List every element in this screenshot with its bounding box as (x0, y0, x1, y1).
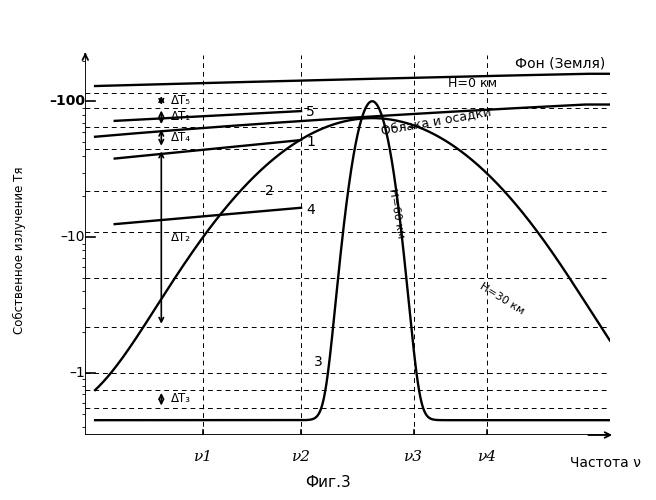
Text: ΔT₃: ΔT₃ (171, 392, 191, 405)
Text: Собственное излучение Tя: Собственное излучение Tя (12, 166, 26, 334)
Text: 2: 2 (265, 184, 274, 198)
Text: –1: –1 (70, 366, 85, 380)
Text: Фиг.3: Фиг.3 (305, 475, 351, 490)
Text: ΔT₁: ΔT₁ (171, 110, 192, 124)
Text: ν2: ν2 (291, 450, 310, 464)
Text: –100: –100 (49, 94, 85, 108)
Text: –10: –10 (61, 230, 85, 244)
Text: Фон (Земля): Фон (Земля) (515, 56, 605, 70)
Text: ν4: ν4 (478, 450, 497, 464)
Text: H=0 км: H=0 км (448, 78, 497, 90)
Text: ΔT₄: ΔT₄ (171, 132, 191, 144)
Text: ν3: ν3 (404, 450, 423, 464)
Text: 1: 1 (306, 136, 315, 149)
Text: ν1: ν1 (194, 450, 213, 464)
Text: ΔT₅: ΔT₅ (171, 94, 191, 107)
Text: 3: 3 (314, 356, 323, 370)
Text: 5: 5 (306, 106, 315, 120)
Text: H=30 км: H=30 км (478, 282, 525, 317)
Text: Облака и осадки: Облака и осадки (380, 105, 492, 137)
Text: ΔT₂: ΔT₂ (171, 231, 191, 244)
Text: 4: 4 (306, 202, 315, 216)
Text: H=60 км: H=60 км (387, 188, 405, 239)
Text: Частота ν: Частота ν (569, 456, 641, 470)
